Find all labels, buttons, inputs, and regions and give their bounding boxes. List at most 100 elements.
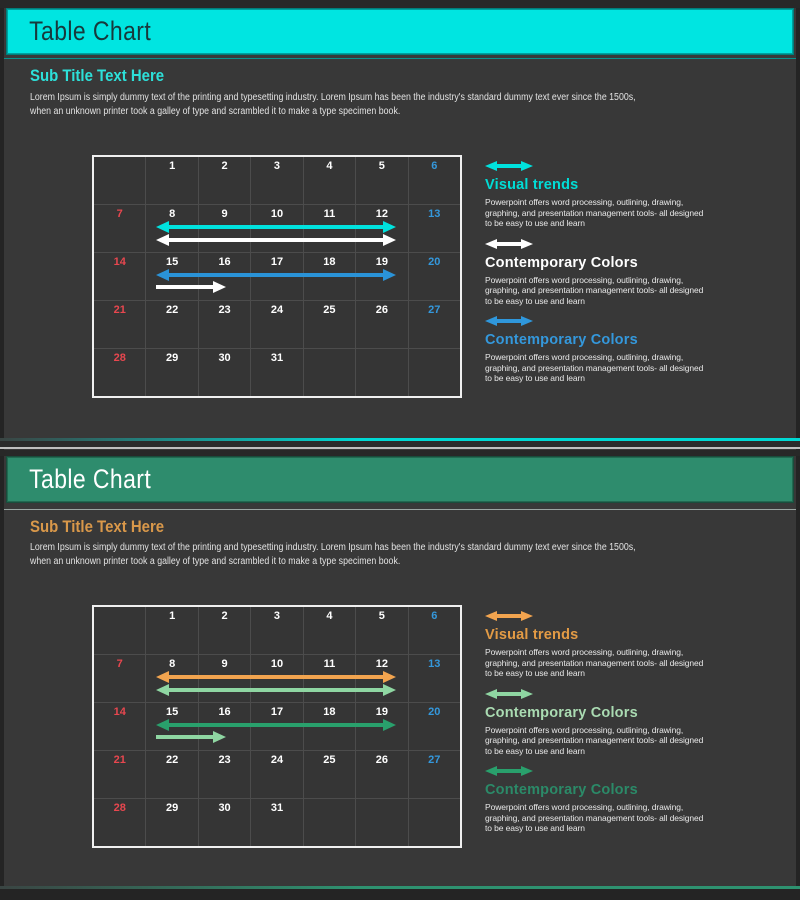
calendar-cell: 1 xyxy=(146,157,198,204)
calendar-date: 20 xyxy=(428,706,441,718)
double-arrow-icon xyxy=(485,610,533,622)
calendar-cell: 7 xyxy=(94,655,146,702)
calendar-cell: 30 xyxy=(198,799,251,846)
text-line: graphing, and presentation management to… xyxy=(485,285,704,295)
slide-title: Table Chart xyxy=(29,464,152,494)
calendar-date: 28 xyxy=(113,352,126,364)
calendar-date: 7 xyxy=(116,208,123,220)
calendar-cell xyxy=(356,349,408,396)
calendar-date: 28 xyxy=(113,802,126,814)
legend: Visual trends Powerpoint offers word pro… xyxy=(485,610,704,843)
text-line: to be easy to use and learn xyxy=(485,823,585,833)
calendar-date: 29 xyxy=(166,802,179,814)
calendar-cell xyxy=(408,799,460,846)
calendar-date: 13 xyxy=(428,208,441,220)
calendar-date: 4 xyxy=(326,160,333,172)
text-line: Powerpoint offers word processing, outli… xyxy=(485,724,684,735)
slide-preview-1[interactable]: Table Chart Sub Title Text Here Lorem Ip… xyxy=(0,0,800,450)
calendar-date: 2 xyxy=(221,160,228,172)
calendar-cell: 14 xyxy=(94,253,146,300)
text-line: graphing, and presentation management to… xyxy=(485,657,704,668)
text-line: to be easy to use and learn xyxy=(485,295,585,306)
calendar-date: 8 xyxy=(169,208,176,220)
calendar-date: 22 xyxy=(166,754,179,766)
calendar-date: 10 xyxy=(270,658,284,670)
body-text: Lorem Ipsum is simply dummy text of the … xyxy=(30,541,636,569)
slide-subtitle: Sub Title Text Here xyxy=(30,66,165,85)
calendar-cell: 2 xyxy=(198,157,251,204)
calendar-cell: 7 xyxy=(94,205,146,252)
legend: Visual trends Powerpoint offers word pro… xyxy=(485,160,704,393)
calendar-cell: 23 xyxy=(198,301,251,348)
text-line: Powerpoint offers word processing, outli… xyxy=(485,197,684,207)
legend-description: Powerpoint offers word processing, outli… xyxy=(485,802,703,834)
slide-preview-2[interactable]: Table Chart Sub Title Text Here Lorem Ip… xyxy=(0,450,800,900)
calendar-date: 4 xyxy=(326,610,333,622)
calendar-date: 8 xyxy=(169,658,176,670)
calendar-cell: 3 xyxy=(251,607,303,654)
calendar-cell: 31 xyxy=(251,799,303,846)
calendar-date: 24 xyxy=(270,754,284,766)
calendar-cell: 13 xyxy=(408,205,460,252)
calendar-cell: 20 xyxy=(408,703,460,750)
legend-description: Powerpoint offers word processing, outli… xyxy=(485,352,704,384)
calendar-cell: 26 xyxy=(356,301,408,348)
legend-title: Contemporary Colors xyxy=(485,782,638,798)
calendar-cell: 4 xyxy=(303,157,356,204)
legend-title: Visual trends xyxy=(485,627,579,643)
slide-gap xyxy=(0,441,800,447)
text-line: Powerpoint offers word processing, outli… xyxy=(485,352,684,362)
calendar-date: 3 xyxy=(273,610,281,622)
calendar-date: 27 xyxy=(428,304,441,316)
text-line: to be easy to use and learn xyxy=(485,373,585,383)
calendar-date: 2 xyxy=(221,610,228,622)
text-line: Powerpoint offers word processing, outli… xyxy=(485,802,684,812)
calendar-cell: 31 xyxy=(251,349,303,396)
calendar-date: 21 xyxy=(113,754,126,766)
calendar-date: 12 xyxy=(375,208,388,220)
calendar-cell: 28 xyxy=(94,349,146,396)
legend-title: Visual trends xyxy=(485,177,579,193)
double-arrow-icon xyxy=(485,315,533,327)
text-line: to be easy to use and learn xyxy=(485,218,585,228)
calendar-date: 1 xyxy=(169,160,176,172)
legend-description: Powerpoint offers word processing, outli… xyxy=(485,197,704,229)
legend-item: Contemporary Colors Powerpoint offers wo… xyxy=(485,688,703,757)
text-line: graphing, and presentation management to… xyxy=(485,207,704,218)
legend-description: Powerpoint offers word processing, outli… xyxy=(485,647,704,679)
calendar-date: 6 xyxy=(431,610,438,622)
calendar-date: 23 xyxy=(218,754,231,766)
text-line: graphing, and presentation management to… xyxy=(485,362,704,373)
calendar-date: 12 xyxy=(375,658,388,670)
calendar-date: 14 xyxy=(113,256,126,268)
calendar-date: 9 xyxy=(221,658,228,670)
calendar-date: 23 xyxy=(218,304,231,316)
calendar-date: 1 xyxy=(169,610,176,622)
calendar-date: 30 xyxy=(218,802,231,814)
slide-header-band: Table Chart xyxy=(6,8,794,55)
calendar-cell: 5 xyxy=(356,607,408,654)
calendar-date: 17 xyxy=(270,706,284,718)
text-line: Lorem Ipsum is simply dummy text of the … xyxy=(30,542,636,553)
calendar-date: 20 xyxy=(428,256,441,268)
text-line: to be easy to use and learn xyxy=(485,668,585,678)
calendar-date: 31 xyxy=(270,802,284,814)
double-arrow-icon xyxy=(156,221,396,233)
legend-title: Contemporary Colors xyxy=(485,704,638,721)
calendar-date: 26 xyxy=(375,754,388,766)
text-line: Powerpoint offers word processing, outli… xyxy=(485,274,684,285)
calendar-date: 11 xyxy=(323,208,336,220)
calendar-cell: 22 xyxy=(146,301,198,348)
double-arrow-icon xyxy=(156,719,396,731)
calendar-cell: 3 xyxy=(251,157,303,204)
text-line: to be easy to use and learn xyxy=(485,745,585,756)
double-arrow-icon xyxy=(156,684,396,696)
calendar-date: 16 xyxy=(218,256,231,268)
calendar-date: 9 xyxy=(221,208,228,220)
calendar-date: 3 xyxy=(273,160,281,172)
calendar-date: 25 xyxy=(323,754,336,766)
calendar-arrow-overlay xyxy=(94,157,460,396)
body-text: Lorem Ipsum is simply dummy text of the … xyxy=(30,91,636,119)
calendar-cell: 23 xyxy=(198,751,251,798)
